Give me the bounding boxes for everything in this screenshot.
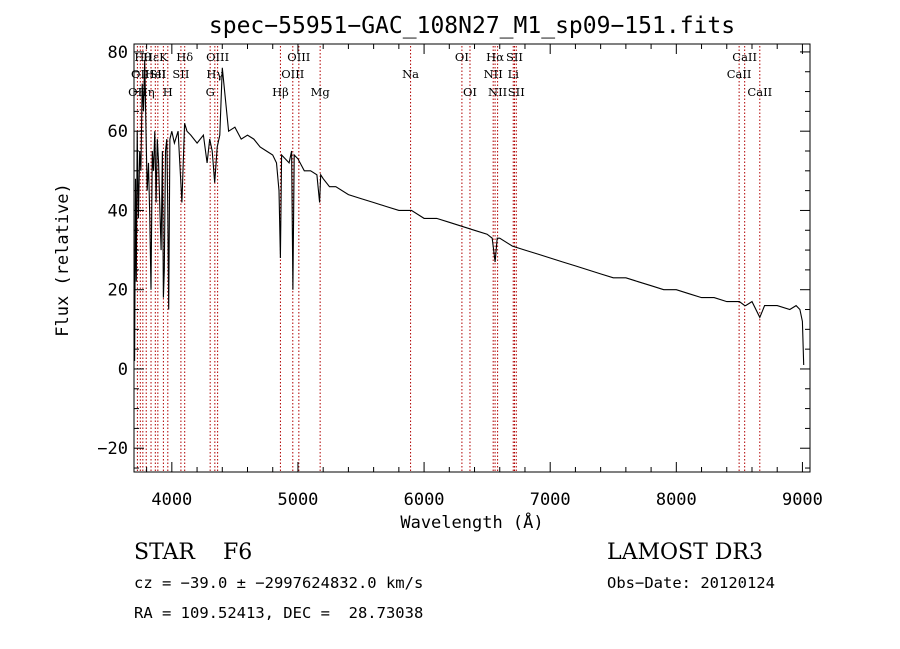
spectral-line-label: Hθ — [134, 50, 151, 64]
survey-label: LAMOST DR3 — [607, 540, 763, 565]
y-tick-label: −20 — [97, 439, 128, 459]
spectral-line-label: Hα — [486, 50, 504, 64]
spectral-line-label: Hε — [143, 50, 159, 64]
y-tick-label: 0 — [118, 360, 128, 380]
spectral-line-label: Mg — [311, 85, 331, 99]
y-tick-label: 80 — [108, 43, 128, 63]
y-tick-label: 40 — [108, 201, 128, 221]
x-tick-label: 6000 — [404, 490, 445, 510]
ra-dec-label: RA = 109.52413, DEC = 28.73038 — [134, 604, 424, 622]
spectral-line-label: K — [159, 50, 168, 64]
spectral-line-label: SII — [149, 67, 166, 81]
y-tick-label: 20 — [108, 281, 128, 301]
spectral-line-label: OIII — [206, 50, 229, 64]
obs-date-label: Obs−Date: 20120124 — [607, 574, 775, 592]
spectral-line-label: OI — [463, 85, 477, 99]
x-tick-label: 5000 — [277, 490, 318, 510]
spectral-line-label: HeI — [145, 67, 166, 81]
y-axis-ticks: −20 0 20 40 60 80 — [97, 43, 810, 469]
object-class-label: STAR F6 — [134, 540, 253, 565]
spectral-line-label: Hδ — [176, 50, 193, 64]
spectral-line-label: Na — [402, 67, 419, 81]
x-tick-label: 7000 — [530, 490, 571, 510]
spectrum-series-line — [134, 59, 805, 366]
x-axis-ticks: 4000 5000 6000 7000 8000 9000 — [146, 44, 823, 510]
spectral-line-label: CaII — [727, 67, 752, 81]
y-axis-label: Flux (relative) — [53, 183, 73, 337]
x-axis-label: Wavelength (Å) — [400, 511, 543, 533]
spectral-line-markers — [136, 46, 761, 472]
spectral-line-label: SII — [508, 85, 525, 99]
spectral-line-label: Hβ — [272, 85, 289, 99]
chart-title: spec−55951−GAC_108N27_M1_sp09−151.fits — [209, 13, 735, 39]
x-tick-label: 8000 — [656, 490, 697, 510]
spectral-line-label: G — [206, 85, 215, 99]
spectral-line-label: Li — [508, 67, 520, 81]
spectral-line-label: CaII — [747, 85, 772, 99]
x-tick-label: 4000 — [151, 490, 192, 510]
spectral-line-label: Hγ — [206, 67, 223, 81]
spectral-line-label: CaII — [732, 50, 757, 64]
spectral-line-label: Hη — [138, 85, 155, 99]
spectral-line-label: H — [163, 85, 173, 99]
spectral-line-label: NII — [484, 67, 503, 81]
y-tick-label: 60 — [108, 122, 128, 142]
spectral-line-label: OIII — [287, 50, 310, 64]
spectral-line-label: SII — [172, 67, 189, 81]
spectrum-chart: spec−55951−GAC_108N27_M1_sp09−151.fits O… — [53, 13, 823, 533]
spectral-line-label: NII — [488, 85, 507, 99]
spectral-line-label: SII — [506, 50, 523, 64]
spectral-line-label: OI — [455, 50, 469, 64]
plot-frame — [133, 43, 811, 473]
x-tick-label: 9000 — [782, 490, 823, 510]
redshift-cz-label: cz = −39.0 ± −2997624832.0 km/s — [134, 574, 424, 592]
spectral-line-labels: OIIOIIHθHηHεHeISIIKHHδSIIGHγOIIIHβOIIIOI… — [128, 50, 772, 99]
spectral-line-label: OIII — [281, 67, 304, 81]
